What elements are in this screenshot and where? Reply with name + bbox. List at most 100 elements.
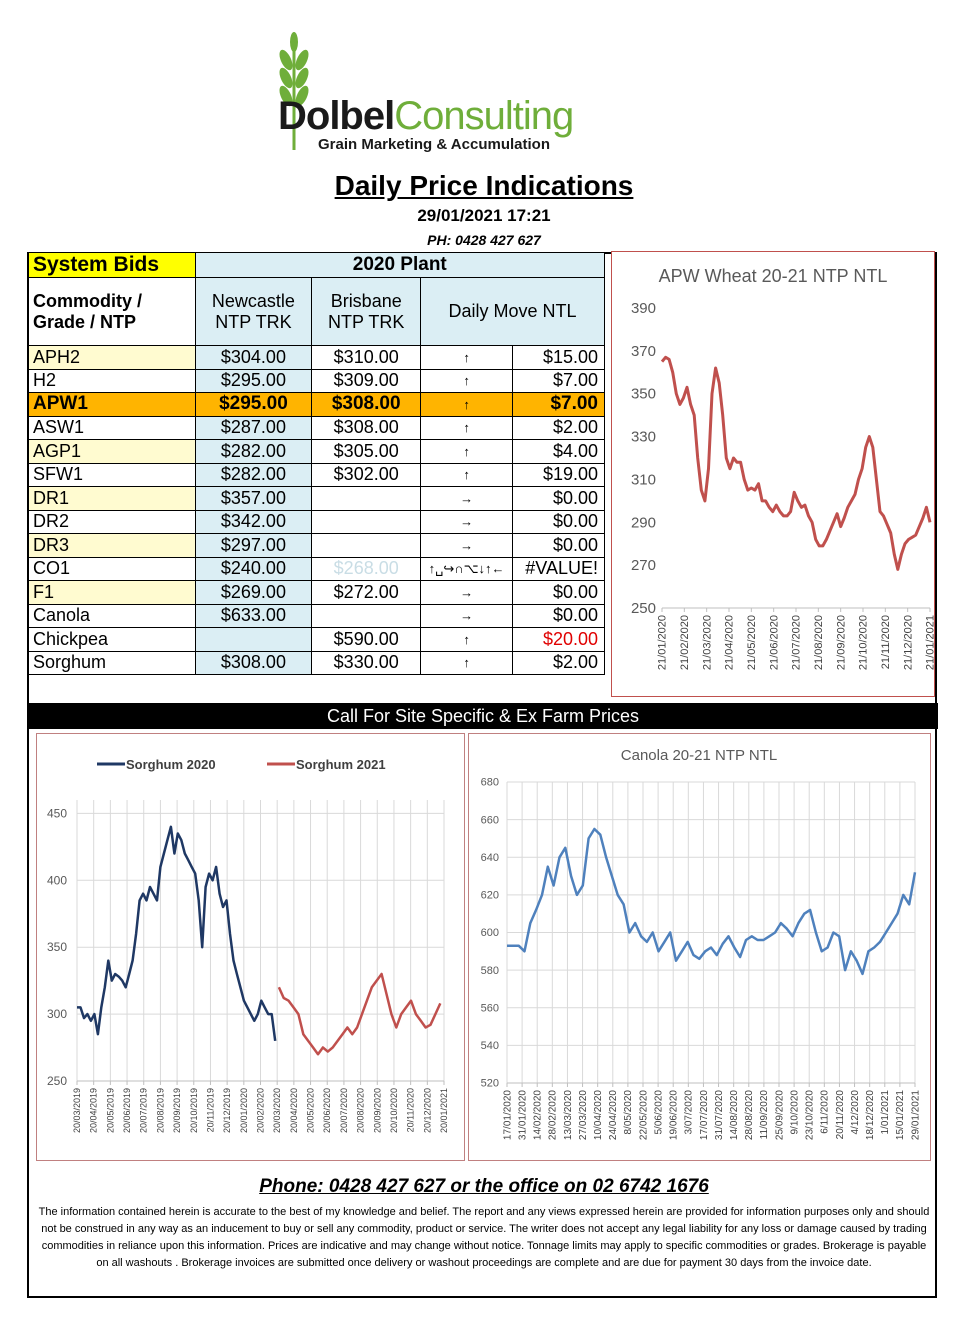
daily-move-cell: $4.00 — [512, 439, 605, 464]
daily-move-cell: $15.00 — [512, 345, 605, 370]
table-row: F1 $269.00 $272.00 → $0.00 — [28, 580, 605, 605]
y-tick-label: 540 — [481, 1040, 499, 1052]
x-tick-label: 20/09/2019 — [172, 1088, 182, 1133]
daily-move-cell: $0.00 — [512, 580, 605, 605]
page-title: Daily Price Indications — [334, 170, 634, 201]
sorghum-chart-svg: 250 300 350 400 450 20/03/2019 20/04/2019 20/05… — [47, 757, 449, 1133]
x-tick-label: 21/06/2020 — [768, 615, 780, 670]
y-tick-label: 400 — [47, 873, 67, 887]
move-arrow-cell: ↑ — [420, 462, 514, 487]
col-newcastle: Newcastle NTP TRK — [194, 277, 313, 346]
y-tick-label: 250 — [47, 1074, 67, 1088]
x-tick-label: 21/05/2020 — [746, 615, 758, 670]
x-tick-label: 23/10/2020 — [805, 1090, 816, 1140]
daily-move-cell: $7.00 — [512, 368, 605, 393]
x-tick-label: 21/01/2021 — [925, 615, 934, 670]
x-tick-label: 21/04/2020 — [724, 615, 736, 670]
x-tick-label: 20/02/2020 — [256, 1088, 266, 1133]
grade-cell: Canola — [28, 603, 196, 628]
col-daily-move: Daily Move NTL — [420, 277, 605, 346]
move-arrow-cell: ↑ — [420, 650, 514, 675]
table-row: Canola $633.00 → $0.00 — [28, 603, 605, 628]
x-tick-label: 20/11/2020 — [835, 1090, 846, 1140]
move-arrow-cell: ↑ — [420, 415, 514, 440]
x-tick-label: 4/12/2020 — [850, 1090, 861, 1135]
brisbane-price-cell: $590.00 — [311, 627, 422, 652]
x-tick-label: 20/06/2020 — [322, 1088, 332, 1133]
grade-cell: AGP1 — [28, 439, 196, 464]
x-tick-label: 19/06/2020 — [669, 1090, 680, 1140]
daily-move-cell: #VALUE! — [512, 556, 605, 581]
table-row: AGP1 $282.00 $305.00 ↑ $4.00 — [28, 439, 605, 464]
chart-title: APW Wheat 20-21 NTP NTL — [659, 266, 888, 286]
x-tick-label: 31/01/2020 — [517, 1090, 528, 1140]
x-tick-label: 29/01/2021 — [910, 1090, 921, 1140]
x-tick-label: 17/01/2020 — [502, 1090, 513, 1140]
x-tick-label: 17/07/2020 — [699, 1090, 710, 1140]
x-tick-label: 20/09/2020 — [372, 1088, 382, 1133]
brisbane-price-cell — [311, 486, 422, 511]
company-logo: DolbelConsulting Grain Marketing & Accum… — [270, 32, 630, 157]
canola-chart: Canola 20-21 NTP NTL 520 540 560 580 600 620 64… — [468, 733, 931, 1161]
daily-move-cell: $0.00 — [512, 533, 605, 558]
series-line — [77, 825, 277, 1042]
x-tick-label: 18/12/2020 — [865, 1090, 876, 1140]
newcastle-price-cell: $287.00 — [194, 415, 313, 440]
x-tick-label: 20/03/2020 — [272, 1088, 282, 1133]
grade-cell: DR1 — [28, 486, 196, 511]
y-tick-label: 310 — [631, 471, 656, 488]
move-arrow-cell: ↑ — [420, 627, 514, 652]
x-tick-label: 13/03/2020 — [563, 1090, 574, 1140]
newcastle-price-cell: $633.00 — [194, 603, 313, 628]
y-tick-label: 520 — [481, 1078, 499, 1090]
y-tick-label: 580 — [481, 965, 499, 977]
grade-cell: APW1 — [28, 392, 196, 417]
chart-title: Canola 20-21 NTP NTL — [621, 747, 777, 764]
x-tick-label: 20/07/2020 — [339, 1088, 349, 1133]
series-line — [507, 827, 917, 976]
brisbane-price-cell — [311, 509, 422, 534]
x-tick-label: 22/05/2020 — [638, 1090, 649, 1140]
x-tick-label: 20/12/2020 — [422, 1088, 432, 1133]
col-commodity: Commodity / Grade / NTP — [28, 277, 196, 346]
grade-cell: H2 — [28, 368, 196, 393]
x-tick-label: 3/07/2020 — [684, 1090, 695, 1135]
x-tick-label: 14/02/2020 — [533, 1090, 544, 1140]
newcastle-price-cell: $304.00 — [194, 345, 313, 370]
x-tick-label: 20/08/2019 — [155, 1088, 165, 1133]
x-tick-label: 20/08/2020 — [356, 1088, 366, 1133]
grade-cell: CO1 — [28, 556, 196, 581]
brisbane-price-cell — [311, 533, 422, 558]
x-tick-label: 21/12/2020 — [902, 615, 914, 670]
newcastle-price-cell: $295.00 — [194, 368, 313, 393]
daily-move-cell: $2.00 — [512, 415, 605, 440]
report-datetime: 29/01/2021 17:21 — [417, 206, 551, 225]
newcastle-price-cell: $295.00 — [194, 392, 313, 417]
x-tick-label: 20/11/2020 — [406, 1088, 416, 1132]
x-tick-label: 20/05/2019 — [105, 1088, 115, 1133]
move-arrow-cell: → — [420, 533, 514, 558]
x-tick-label: 11/09/2020 — [759, 1090, 770, 1140]
plant-label: 2020 Plant — [194, 252, 606, 278]
x-tick-label: 21/08/2020 — [813, 615, 825, 670]
table-row: APW1 $295.00 $308.00 ↑ $7.00 — [28, 392, 605, 417]
daily-move-cell: $19.00 — [512, 462, 605, 487]
daily-move-cell: $20.00 — [512, 627, 605, 652]
grade-cell: ASW1 — [28, 415, 196, 440]
y-tick-label: 560 — [481, 1002, 499, 1014]
x-tick-label: 24/04/2020 — [608, 1090, 619, 1140]
y-tick-label: 300 — [47, 1007, 67, 1021]
price-rows: APH2 $304.00 $310.00 ↑ $15.00 H2 $295.00 $309.0… — [28, 345, 605, 675]
x-tick-label: 28/08/2020 — [744, 1090, 755, 1140]
x-tick-label: 25/09/2020 — [774, 1090, 785, 1140]
brisbane-price-cell: $305.00 — [311, 439, 422, 464]
table-row: CO1 $240.00 $268.00 ↑␣↪∩⌥↓↑← #VALUE! — [28, 556, 605, 581]
y-tick-label: 640 — [481, 852, 499, 864]
x-tick-label: 20/10/2019 — [189, 1088, 199, 1133]
y-tick-label: 290 — [631, 514, 656, 531]
newcastle-price-cell: $282.00 — [194, 462, 313, 487]
call-banner: Call For Site Specific & Ex Farm Prices — [28, 703, 938, 729]
table-row: DR3 $297.00 → $0.00 — [28, 533, 605, 558]
canola-chart-svg: Canola 20-21 NTP NTL 520 540 560 580 600 620 64… — [481, 747, 922, 1140]
newcastle-price-cell — [194, 627, 313, 652]
